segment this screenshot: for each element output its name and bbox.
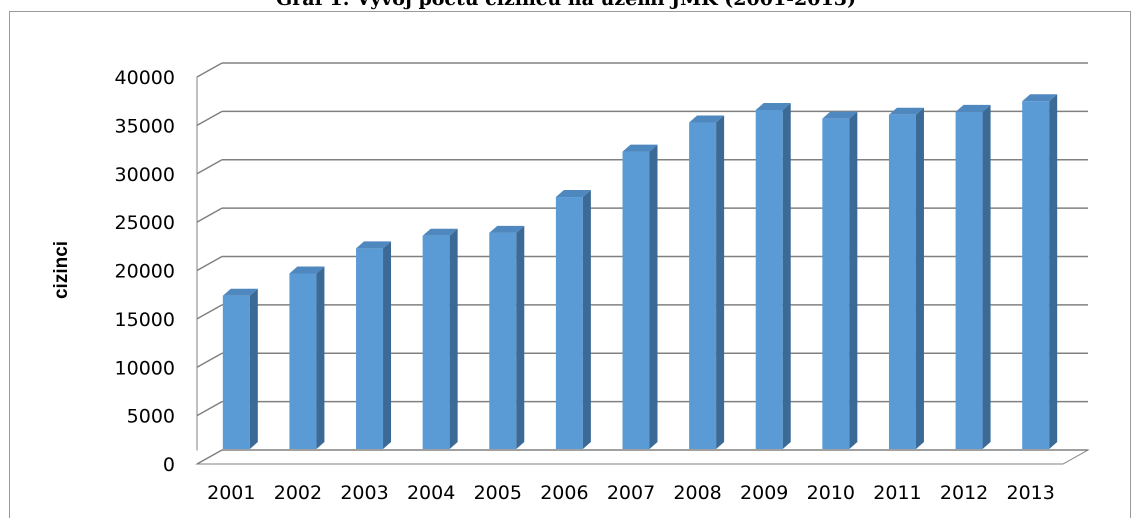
x-tick-label: 2011: [873, 482, 921, 504]
bar-side: [1049, 94, 1058, 449]
bar: [222, 288, 258, 449]
y-axis-ticks: 0 5000 10000 15000 20000 25000 30000 35000 40000: [115, 67, 175, 476]
bar-top: [489, 225, 525, 233]
bar-front: [689, 122, 717, 449]
bar-top: [222, 288, 258, 296]
bar: [622, 144, 658, 449]
y-tick-label: 10000: [115, 357, 175, 379]
x-tick-label: 2005: [474, 482, 522, 504]
bar-side: [316, 266, 325, 449]
bar-front: [555, 197, 583, 449]
bar-top: [822, 111, 858, 119]
bar-front: [888, 114, 916, 450]
gridline-side: [196, 352, 223, 368]
x-tick-label: 2012: [940, 482, 988, 504]
y-tick-label: 15000: [115, 309, 175, 331]
bar: [555, 190, 591, 449]
gridline-side: [196, 110, 223, 127]
bar-top: [422, 228, 458, 236]
y-tick-label: 5000: [127, 406, 175, 428]
y-tick-label: 20000: [115, 261, 175, 283]
bar: [689, 115, 725, 449]
x-tick-label: 2009: [740, 482, 788, 504]
x-axis-ticks: 2001 2002 2003 2004 2005 2006 2007 2008 2009 2010…: [207, 482, 1055, 504]
gridline-side: [196, 449, 223, 465]
gridline-side: [196, 255, 223, 272]
bar-front: [755, 109, 783, 450]
bar-top: [955, 104, 991, 112]
bar-top: [356, 241, 392, 249]
bar-side: [915, 107, 924, 450]
bar-top: [555, 190, 591, 198]
bar: [1022, 94, 1058, 449]
x-tick-label: 2001: [207, 482, 255, 504]
bar-front: [356, 248, 384, 449]
gridline-side: [196, 62, 223, 78]
bar-side: [449, 228, 458, 449]
bar-front: [489, 232, 517, 449]
x-tick-label: 2007: [607, 482, 655, 504]
bar-top: [622, 144, 658, 152]
bar-front: [622, 151, 650, 449]
bar: [888, 107, 924, 450]
bar-side: [982, 104, 991, 450]
bar-front: [822, 118, 850, 449]
chart-title: Graf 1: Vývoj počtu cizinců na území JMK…: [0, 0, 1132, 11]
bar-side: [383, 241, 392, 449]
y-tick-label: 40000: [115, 67, 175, 89]
x-tick-label: 2004: [407, 482, 455, 504]
x-tick-label: 2008: [673, 482, 721, 504]
gridline-side: [196, 207, 223, 223]
x-tick-label: 2013: [1007, 482, 1055, 504]
bar-top: [289, 266, 325, 274]
bar: [955, 104, 991, 450]
x-tick-label: 2010: [807, 482, 855, 504]
y-tick-label: 0: [163, 454, 175, 476]
x-tick-label: 2006: [540, 482, 588, 504]
gridline-side: [196, 159, 223, 175]
x-tick-label: 2002: [274, 482, 322, 504]
y-tick-label: 35000: [115, 115, 175, 137]
bar-side: [716, 115, 725, 449]
bar: [822, 111, 858, 449]
chart-floor: [195, 449, 1090, 465]
bar: [422, 228, 458, 449]
gridline-side: [196, 400, 223, 417]
bar-side: [516, 225, 525, 449]
gridline-side: [196, 304, 223, 320]
bar-top: [1022, 94, 1058, 102]
bar: [489, 225, 525, 449]
x-tick-label: 2003: [340, 482, 388, 504]
bar-side: [249, 288, 258, 449]
bar-top: [888, 107, 924, 115]
y-tick-label: 25000: [115, 212, 175, 234]
bar-front: [422, 235, 450, 449]
bar-front: [955, 111, 983, 450]
bar: [356, 241, 392, 449]
bar-top: [689, 115, 725, 123]
bar-side: [849, 111, 858, 449]
bar-side: [649, 144, 658, 449]
bar-front: [1022, 101, 1050, 449]
y-axis-label: cizinci: [51, 241, 72, 299]
y-tick-label: 30000: [115, 164, 175, 186]
bar: [289, 266, 325, 449]
bar: [755, 102, 791, 450]
bar-top: [755, 102, 791, 110]
bar-front: [222, 295, 250, 449]
bar-side: [582, 190, 591, 449]
bar-side: [782, 102, 791, 450]
bar-front: [289, 273, 317, 449]
chart-frame: [9, 11, 1131, 518]
bars: [222, 94, 1058, 450]
